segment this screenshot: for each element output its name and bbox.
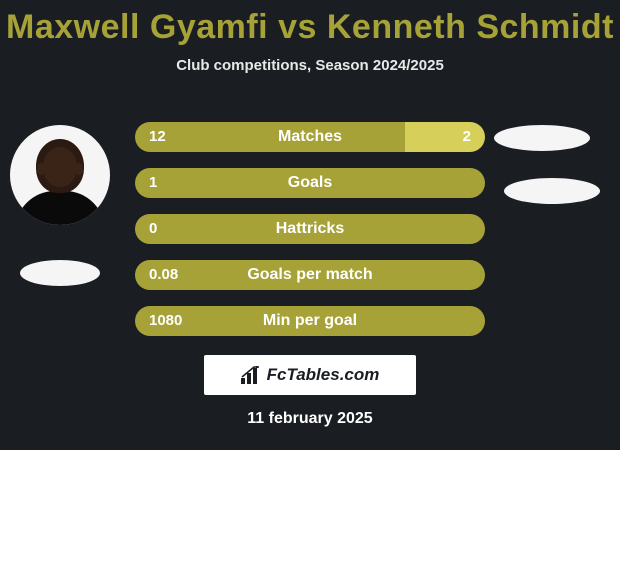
stat-row: Goals per match0.08 — [135, 260, 485, 290]
stat-row: Matches122 — [135, 122, 485, 152]
stat-bar-left — [135, 214, 485, 244]
player2-name: Kenneth Schmidt — [327, 8, 614, 46]
bar-chart-icon — [241, 366, 261, 384]
player2-avatar-placeholder — [494, 125, 590, 151]
player1-name: Maxwell Gyamfi — [6, 8, 268, 46]
stat-bar-left — [135, 306, 485, 336]
stats-bars: Matches122 Goals1 Hattricks0 Goals per matc… — [135, 122, 485, 352]
page-title: Maxwell Gyamfi vs Kenneth Schmidt — [0, 0, 620, 47]
stat-bar-right — [405, 122, 486, 152]
stat-row: Min per goal1080 — [135, 306, 485, 336]
comparison-panel: Maxwell Gyamfi vs Kenneth Schmidt Club c… — [0, 0, 620, 450]
branding-badge: FcTables.com — [204, 355, 416, 395]
subtitle: Club competitions, Season 2024/2025 — [0, 57, 620, 74]
player2-flag — [504, 178, 600, 204]
stat-row: Goals1 — [135, 168, 485, 198]
date-text: 11 february 2025 — [0, 410, 620, 428]
stat-bar-left — [135, 168, 485, 198]
stat-bar-left — [135, 260, 485, 290]
player1-flag — [20, 260, 100, 286]
stat-bar-left — [135, 122, 405, 152]
vs-text: vs — [278, 8, 317, 46]
branding-text: FcTables.com — [267, 365, 380, 385]
player1-avatar — [10, 125, 110, 225]
stat-row: Hattricks0 — [135, 214, 485, 244]
